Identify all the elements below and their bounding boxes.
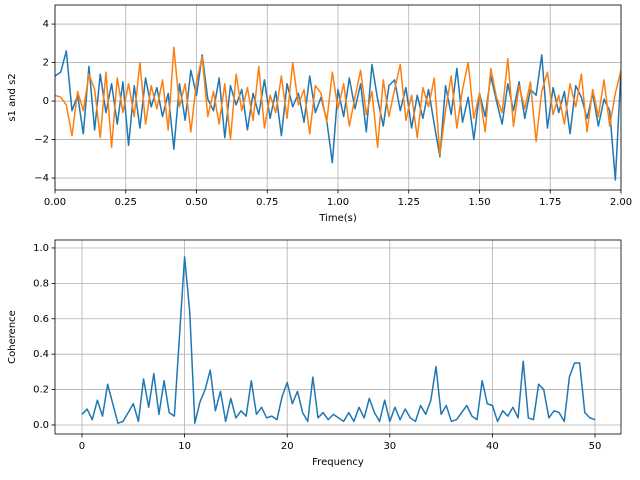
y-tick-label: 0.2 [33,385,49,396]
x-tick-label: 1.00 [327,197,349,208]
y-tick-label: 0.8 [33,278,49,289]
y-tick-label: 0.4 [33,349,49,360]
x-tick-label: 50 [589,441,602,452]
y-tick-label: 0.6 [33,314,49,325]
y-tick-label: 2 [43,58,49,69]
data-line [55,46,621,156]
y-tick-label: 0 [43,96,49,107]
data-line [81,256,596,424]
x-tick-label: 1.75 [539,197,561,208]
axes: 0.00 0.25 0.50 0.75 1.00 1.25 1.50 1.75 2.00 −4 −2… [7,4,632,224]
x-tick-label: 0.25 [115,197,137,208]
x-tick-label: 10 [178,441,191,452]
y-axis-label: s1 and s2 [7,73,18,121]
x-tick-label: 30 [383,441,396,452]
x-tick-label: 0 [79,441,85,452]
y-tick-label: −4 [34,173,49,184]
x-axis-label: Time(s) [318,213,357,224]
x-tick-label: 1.25 [398,197,420,208]
axes-frame [54,4,622,191]
x-tick-label: 2.00 [610,197,632,208]
y-tick-label: −2 [34,135,49,146]
x-tick-label: 0.50 [185,197,207,208]
x-axis-label: Frequency [312,457,364,468]
x-tick-label: 1.50 [468,197,490,208]
x-tick-label: 0.75 [256,197,278,208]
x-tick-label: 0.00 [44,197,66,208]
y-axis-label: Coherence [7,310,18,364]
y-tick-label: 1.0 [33,243,49,254]
y-tick-label: 0.0 [33,420,49,431]
x-tick-label: 40 [486,441,499,452]
y-tick-label: 4 [43,19,49,30]
x-tick-label: 20 [281,441,294,452]
axes: 0 10 20 30 40 50 0.0 0.2 0.4 0.6 0.8 1.0 Frequency Co… [7,239,622,468]
axes-frame [54,239,622,435]
